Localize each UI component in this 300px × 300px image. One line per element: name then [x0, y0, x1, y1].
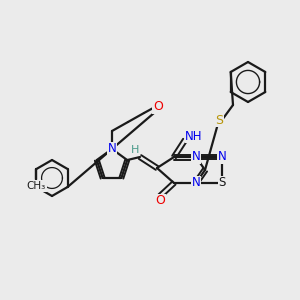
- Text: O: O: [153, 100, 163, 113]
- Text: S: S: [215, 113, 223, 127]
- Text: S: S: [218, 176, 226, 190]
- Text: O: O: [155, 194, 165, 208]
- Text: N: N: [192, 151, 200, 164]
- Text: N: N: [192, 176, 200, 190]
- Text: NH: NH: [185, 130, 203, 142]
- Text: N: N: [218, 151, 226, 164]
- Text: CH₃: CH₃: [27, 181, 46, 191]
- Text: H: H: [131, 145, 139, 155]
- Text: N: N: [108, 142, 116, 155]
